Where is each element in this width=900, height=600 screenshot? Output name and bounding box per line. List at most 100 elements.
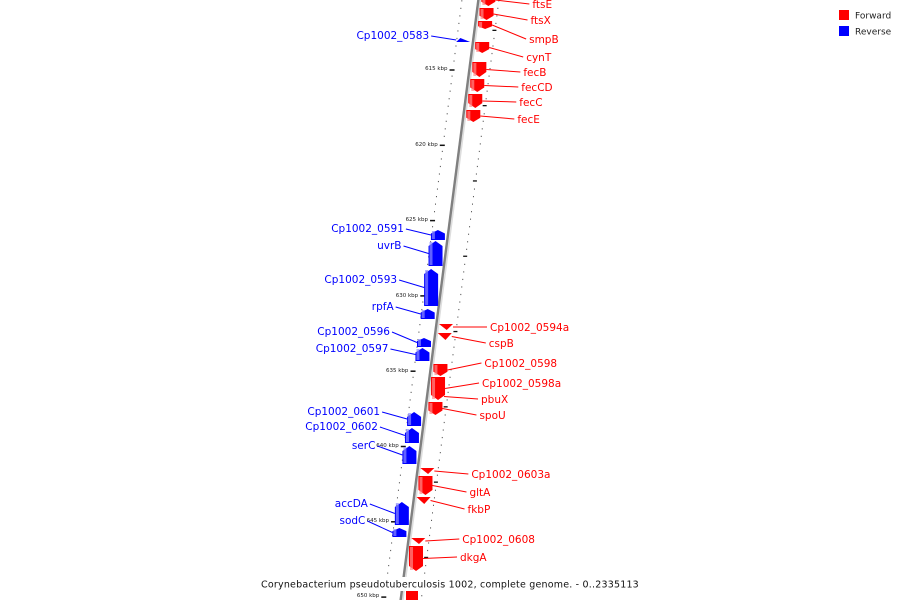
gene-uvrb[interactable]: uvrB <box>377 240 443 266</box>
ruler-right-minor <box>434 489 436 491</box>
gene-accda[interactable]: accDA <box>335 498 409 525</box>
ruler-minor-tick <box>461 0 463 2</box>
gene-glyph-shade <box>425 270 429 305</box>
gene-cp1002-0602[interactable]: Cp1002_0602 <box>305 421 419 443</box>
gene-glta[interactable]: gltA <box>418 476 491 499</box>
genome-backbone <box>399 0 482 600</box>
ruler-right-minor <box>448 384 450 386</box>
ruler-minor-tick <box>387 572 389 574</box>
gene-connector <box>432 485 467 493</box>
gene-label: pbuX <box>481 394 508 406</box>
ruler-minor-tick <box>412 376 414 378</box>
ruler-minor-tick <box>459 15 461 17</box>
ruler-right-minor <box>461 286 463 288</box>
gene-label: rpfA <box>372 301 395 313</box>
ruler-minor-tick <box>460 7 462 9</box>
gene-connector <box>444 382 480 389</box>
gene-pbux[interactable]: pbuX <box>443 394 508 406</box>
gene-sodc[interactable]: sodC <box>339 515 407 537</box>
ruler-right-minor <box>489 68 491 70</box>
gene-label: uvrB <box>377 240 401 252</box>
gene-connector <box>443 396 479 400</box>
ruler-right-minor <box>424 572 426 574</box>
gene-feccd[interactable]: fecCD <box>470 79 553 94</box>
ruler-right-minor <box>473 188 475 190</box>
ruler-right-minor <box>441 436 443 439</box>
ruler-right-minor <box>458 308 460 311</box>
ruler-right-minor <box>431 519 433 521</box>
ruler-tick-label: 620 kbp <box>415 142 438 148</box>
gene-cp1002-0596[interactable]: Cp1002_0596 <box>317 326 431 347</box>
gene-connector <box>451 336 486 344</box>
gene-rpfa[interactable]: rpfA <box>372 301 435 319</box>
gene-cp1002-0591[interactable]: Cp1002_0591 <box>331 223 445 240</box>
gene-connector <box>405 228 432 236</box>
gene-ftse[interactable]: ftsE <box>481 0 552 11</box>
gene-glyph-shade <box>405 429 409 442</box>
ruler-minor-tick <box>455 45 457 47</box>
ruler-minor-tick <box>443 135 445 137</box>
gene-cspb[interactable]: cspB <box>437 333 514 350</box>
page-title: Corynebacterium pseudotuberculosis 1002,… <box>261 580 639 591</box>
ruler-right-minor <box>475 173 477 175</box>
ruler-right-minor <box>460 293 462 296</box>
gene-cp1002-0597[interactable]: Cp1002_0597 <box>316 343 430 361</box>
ruler-right-minor <box>496 15 498 17</box>
ruler-right-minor <box>447 391 449 393</box>
gene-ftsx[interactable]: ftsX <box>479 8 551 27</box>
ruler-minor-tick <box>453 60 455 62</box>
ruler-right-minor <box>486 90 488 92</box>
gene-cp1002-0594a[interactable]: Cp1002_0594a <box>439 322 569 334</box>
gene-label: sodC <box>339 515 365 527</box>
gene-cp1002-0593[interactable]: Cp1002_0593 <box>324 269 439 306</box>
ruler-minor-tick <box>430 241 432 243</box>
gene-connector <box>495 0 530 5</box>
gene-cp1002-0598[interactable]: Cp1002_0598 <box>433 358 557 376</box>
gene-fecb[interactable]: fecB <box>472 62 546 79</box>
ruler-minor-tick <box>411 384 413 386</box>
gene-fecc[interactable]: fecC <box>468 94 543 109</box>
gene-connector <box>431 35 457 41</box>
gene-label: Cp1002_0608 <box>462 534 535 546</box>
gene-cynt[interactable]: cynT <box>475 42 552 64</box>
ruler-minor-tick <box>427 263 429 265</box>
ruler-right-minor <box>444 414 446 416</box>
ruler-right-minor <box>467 241 469 243</box>
gene-connector <box>482 100 517 103</box>
gene-glyph-shade <box>482 0 486 5</box>
gene-label: fecB <box>523 67 546 79</box>
ruler-minor-tick <box>388 564 390 567</box>
ruler-minor-tick <box>398 482 400 484</box>
gene-label: Cp1002_0601 <box>307 406 380 418</box>
gene-cp1002-0603a[interactable]: Cp1002_0603a <box>420 468 550 481</box>
gene-cp1002-0583[interactable]: Cp1002_0583 <box>356 30 471 42</box>
ruler-minor-tick <box>434 203 436 205</box>
ruler-tick-label: 645 kbp <box>367 518 390 524</box>
gene-glyph <box>439 324 454 330</box>
gene-fece[interactable]: fecE <box>466 110 540 126</box>
gene-cp1002-0601[interactable]: Cp1002_0601 <box>307 406 422 426</box>
gene-spou[interactable]: spoU <box>428 402 506 422</box>
gene-cp1002-0598a[interactable]: Cp1002_0598a <box>431 377 561 400</box>
gene-connector <box>430 500 465 510</box>
gene-serc[interactable]: serC <box>352 440 417 464</box>
ruler-minor-tick <box>421 308 423 311</box>
gene-label: Cp1002_0603a <box>471 469 550 481</box>
gene-glyph <box>420 468 435 474</box>
ruler-right-minor <box>427 549 429 552</box>
gene-label: dkgA <box>460 552 487 564</box>
caption-background <box>270 577 632 591</box>
gene-connector <box>379 426 406 436</box>
gene-dkga[interactable]: dkgA <box>409 546 487 571</box>
ruler-right-minor <box>428 542 430 544</box>
gene-cp1002-0608[interactable]: Cp1002_0608 <box>411 534 535 546</box>
ruler-right-minor <box>480 135 482 137</box>
gene-fkbp[interactable]: fkbP <box>416 497 491 516</box>
gene-smpb[interactable]: smpB <box>478 21 559 46</box>
ruler-minor-tick <box>422 301 424 303</box>
ruler-minor-tick <box>397 489 399 491</box>
gene-label: Cp1002_0602 <box>305 421 378 433</box>
ruler-minor-tick <box>432 226 434 228</box>
gene-connector <box>367 520 393 533</box>
ruler-tick-label: 640 kbp <box>376 443 399 449</box>
